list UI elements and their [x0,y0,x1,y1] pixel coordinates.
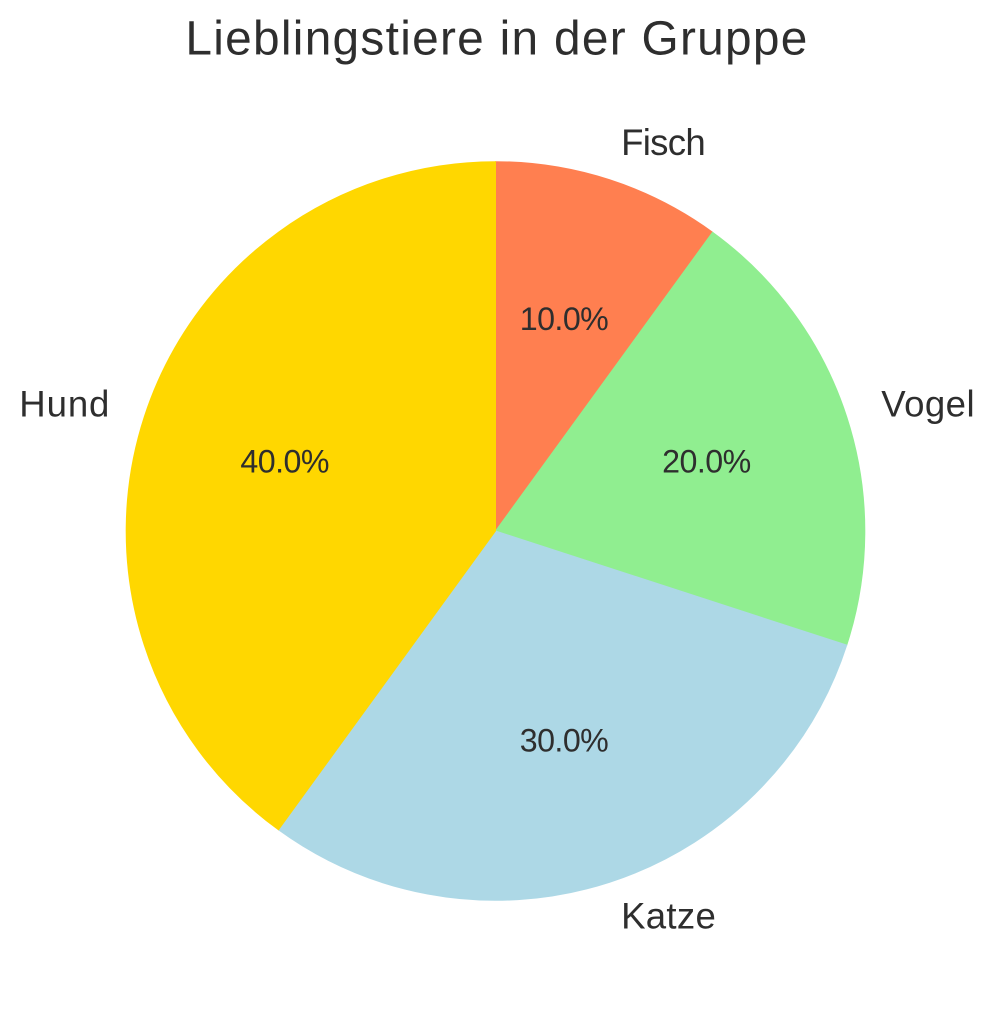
svg-text:30.0%: 30.0% [520,723,609,759]
svg-text:40.0%: 40.0% [240,443,329,479]
svg-text:10.0%: 10.0% [520,301,609,337]
svg-text:20.0%: 20.0% [662,443,751,479]
svg-text:Fisch: Fisch [621,122,706,163]
svg-text:Lieblingstiere in der Gruppe: Lieblingstiere in der Gruppe [185,13,808,66]
svg-text:Vogel: Vogel [881,384,974,425]
svg-text:Katze: Katze [621,895,716,936]
svg-text:Hund: Hund [19,384,109,425]
